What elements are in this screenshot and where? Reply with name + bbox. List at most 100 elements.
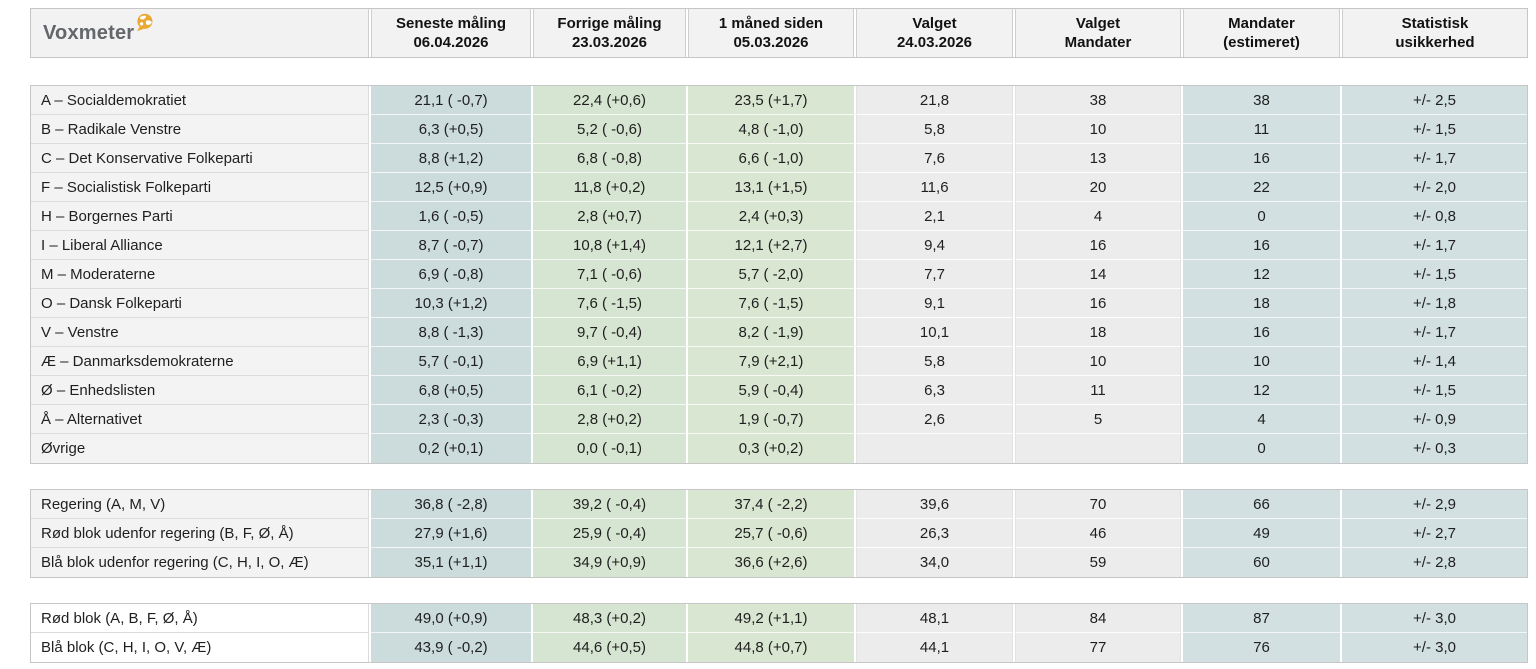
- value-cell: 77: [1015, 633, 1181, 662]
- row-label: Rød blok (A, B, F, Ø, Å): [31, 604, 369, 633]
- value-cell: 27,9 (+1,6): [371, 519, 531, 548]
- table-row: Blå blok (C, H, I, O, V, Æ) 43,9 ( -0,2) 4…: [31, 633, 1527, 662]
- value-cell: 12,1 (+2,7): [688, 231, 854, 260]
- value-cell: 59: [1015, 548, 1181, 577]
- globe-icon: [135, 13, 154, 38]
- row-label: I – Liberal Alliance: [31, 231, 369, 260]
- table-row: Æ – Danmarksdemokraterne 5,7 ( -0,1) 6,9 (…: [31, 347, 1527, 376]
- value-cell: 10,8 (+1,4): [533, 231, 686, 260]
- value-cell: 44,1: [856, 633, 1013, 662]
- value-cell: [1015, 434, 1181, 463]
- value-cell: [856, 434, 1013, 463]
- value-cell: 11: [1015, 376, 1181, 405]
- value-cell: 34,0: [856, 548, 1013, 577]
- value-cell: 7,6 ( -1,5): [688, 289, 854, 318]
- value-cell: 70: [1015, 490, 1181, 519]
- column-header-sublabel: usikkerhed: [1395, 34, 1475, 51]
- table-row: Ø – Enhedslisten 6,8 (+0,5) 6,1 ( -0,2) 5,9…: [31, 376, 1527, 405]
- row-label: F – Socialistisk Folkeparti: [31, 173, 369, 202]
- value-cell: 11: [1183, 115, 1340, 144]
- value-cell: +/- 2,9: [1342, 490, 1527, 519]
- value-cell: 22,4 (+0,6): [533, 86, 686, 115]
- value-cell: 22: [1183, 173, 1340, 202]
- value-cell: 16: [1183, 318, 1340, 347]
- value-cell: 0,2 (+0,1): [371, 434, 531, 463]
- value-cell: 38: [1015, 86, 1181, 115]
- value-cell: 2,4 (+0,3): [688, 202, 854, 231]
- table-row: O – Dansk Folkeparti 10,3 (+1,2) 7,6 ( -1,…: [31, 289, 1527, 318]
- table-row: Rød blok udenfor regering (B, F, Ø, Å) 27…: [31, 519, 1527, 548]
- table-row: C – Det Konservative Folkeparti 8,8 (+1,2…: [31, 144, 1527, 173]
- value-cell: 6,8 ( -0,8): [533, 144, 686, 173]
- value-cell: +/- 0,9: [1342, 405, 1527, 434]
- row-label: Æ – Danmarksdemokraterne: [31, 347, 369, 376]
- table-row: Rød blok (A, B, F, Ø, Å) 49,0 (+0,9) 48,3 …: [31, 604, 1527, 633]
- value-cell: 8,8 ( -1,3): [371, 318, 531, 347]
- value-cell: 39,2 ( -0,4): [533, 490, 686, 519]
- column-header-1: Seneste måling 06.04.2026: [371, 9, 531, 57]
- value-cell: 4,8 ( -1,0): [688, 115, 854, 144]
- value-cell: 18: [1183, 289, 1340, 318]
- row-label: H – Borgernes Parti: [31, 202, 369, 231]
- brand-logo: Voxmeter: [43, 13, 154, 46]
- value-cell: 11,6: [856, 173, 1013, 202]
- value-cell: 5,9 ( -0,4): [688, 376, 854, 405]
- value-cell: 0,0 ( -0,1): [533, 434, 686, 463]
- column-header-sublabel: 23.03.2026: [571, 34, 648, 51]
- column-header-label: 1 måned siden: [718, 14, 824, 32]
- column-header-7: Statistisk usikkerhed: [1342, 9, 1527, 57]
- row-label: C – Det Konservative Folkeparti: [31, 144, 369, 173]
- value-cell: 0: [1183, 202, 1340, 231]
- value-cell: 87: [1183, 604, 1340, 633]
- value-cell: 1,6 ( -0,5): [371, 202, 531, 231]
- value-cell: 4: [1183, 405, 1340, 434]
- column-header-label: Statistisk: [1401, 14, 1469, 32]
- value-cell: 25,9 ( -0,4): [533, 519, 686, 548]
- value-cell: 49,2 (+1,1): [688, 604, 854, 633]
- value-cell: 8,2 ( -1,9): [688, 318, 854, 347]
- value-cell: 2,1: [856, 202, 1013, 231]
- value-cell: +/- 3,0: [1342, 604, 1527, 633]
- value-cell: 48,1: [856, 604, 1013, 633]
- value-cell: +/- 1,8: [1342, 289, 1527, 318]
- value-cell: +/- 1,7: [1342, 144, 1527, 173]
- value-cell: 0: [1183, 434, 1340, 463]
- column-header-4: Valget 24.03.2026: [856, 9, 1013, 57]
- value-cell: 20: [1015, 173, 1181, 202]
- value-cell: 7,1 ( -0,6): [533, 260, 686, 289]
- value-cell: +/- 1,4: [1342, 347, 1527, 376]
- table-section-1: A – Socialdemokratiet 21,1 ( -0,7) 22,4 (+…: [30, 85, 1528, 464]
- value-cell: 6,6 ( -1,0): [688, 144, 854, 173]
- value-cell: 10: [1183, 347, 1340, 376]
- column-header-label: Forrige måling: [557, 14, 662, 32]
- value-cell: 12,5 (+0,9): [371, 173, 531, 202]
- table-row: Blå blok udenfor regering (C, H, I, O, Æ…: [31, 548, 1527, 577]
- column-header-sublabel: (estimeret): [1223, 34, 1300, 51]
- table-row: Å – Alternativet 2,3 ( -0,3) 2,8 (+0,2) 1,9…: [31, 405, 1527, 434]
- value-cell: 8,7 ( -0,7): [371, 231, 531, 260]
- value-cell: 5,2 ( -0,6): [533, 115, 686, 144]
- value-cell: 6,9 (+1,1): [533, 347, 686, 376]
- value-cell: +/- 3,0: [1342, 633, 1527, 662]
- value-cell: 16: [1183, 231, 1340, 260]
- row-label: Blå blok (C, H, I, O, V, Æ): [31, 633, 369, 662]
- value-cell: +/- 1,7: [1342, 318, 1527, 347]
- table-row: A – Socialdemokratiet 21,1 ( -0,7) 22,4 (+…: [31, 86, 1527, 115]
- column-header-6: Mandater (estimeret): [1183, 9, 1340, 57]
- value-cell: 39,6: [856, 490, 1013, 519]
- value-cell: 13,1 (+1,5): [688, 173, 854, 202]
- value-cell: 5,7 ( -2,0): [688, 260, 854, 289]
- value-cell: 36,6 (+2,6): [688, 548, 854, 577]
- row-label: V – Venstre: [31, 318, 369, 347]
- value-cell: 6,3 (+0,5): [371, 115, 531, 144]
- value-cell: 7,9 (+2,1): [688, 347, 854, 376]
- value-cell: +/- 0,3: [1342, 434, 1527, 463]
- value-cell: 16: [1015, 231, 1181, 260]
- table-header: Voxmeter Seneste måling 06.04.2026 Forrige…: [30, 8, 1528, 58]
- row-label: Å – Alternativet: [31, 405, 369, 434]
- row-label: A – Socialdemokratiet: [31, 86, 369, 115]
- value-cell: +/- 2,5: [1342, 86, 1527, 115]
- value-cell: 7,6: [856, 144, 1013, 173]
- brand-header-cell: Voxmeter: [31, 9, 369, 57]
